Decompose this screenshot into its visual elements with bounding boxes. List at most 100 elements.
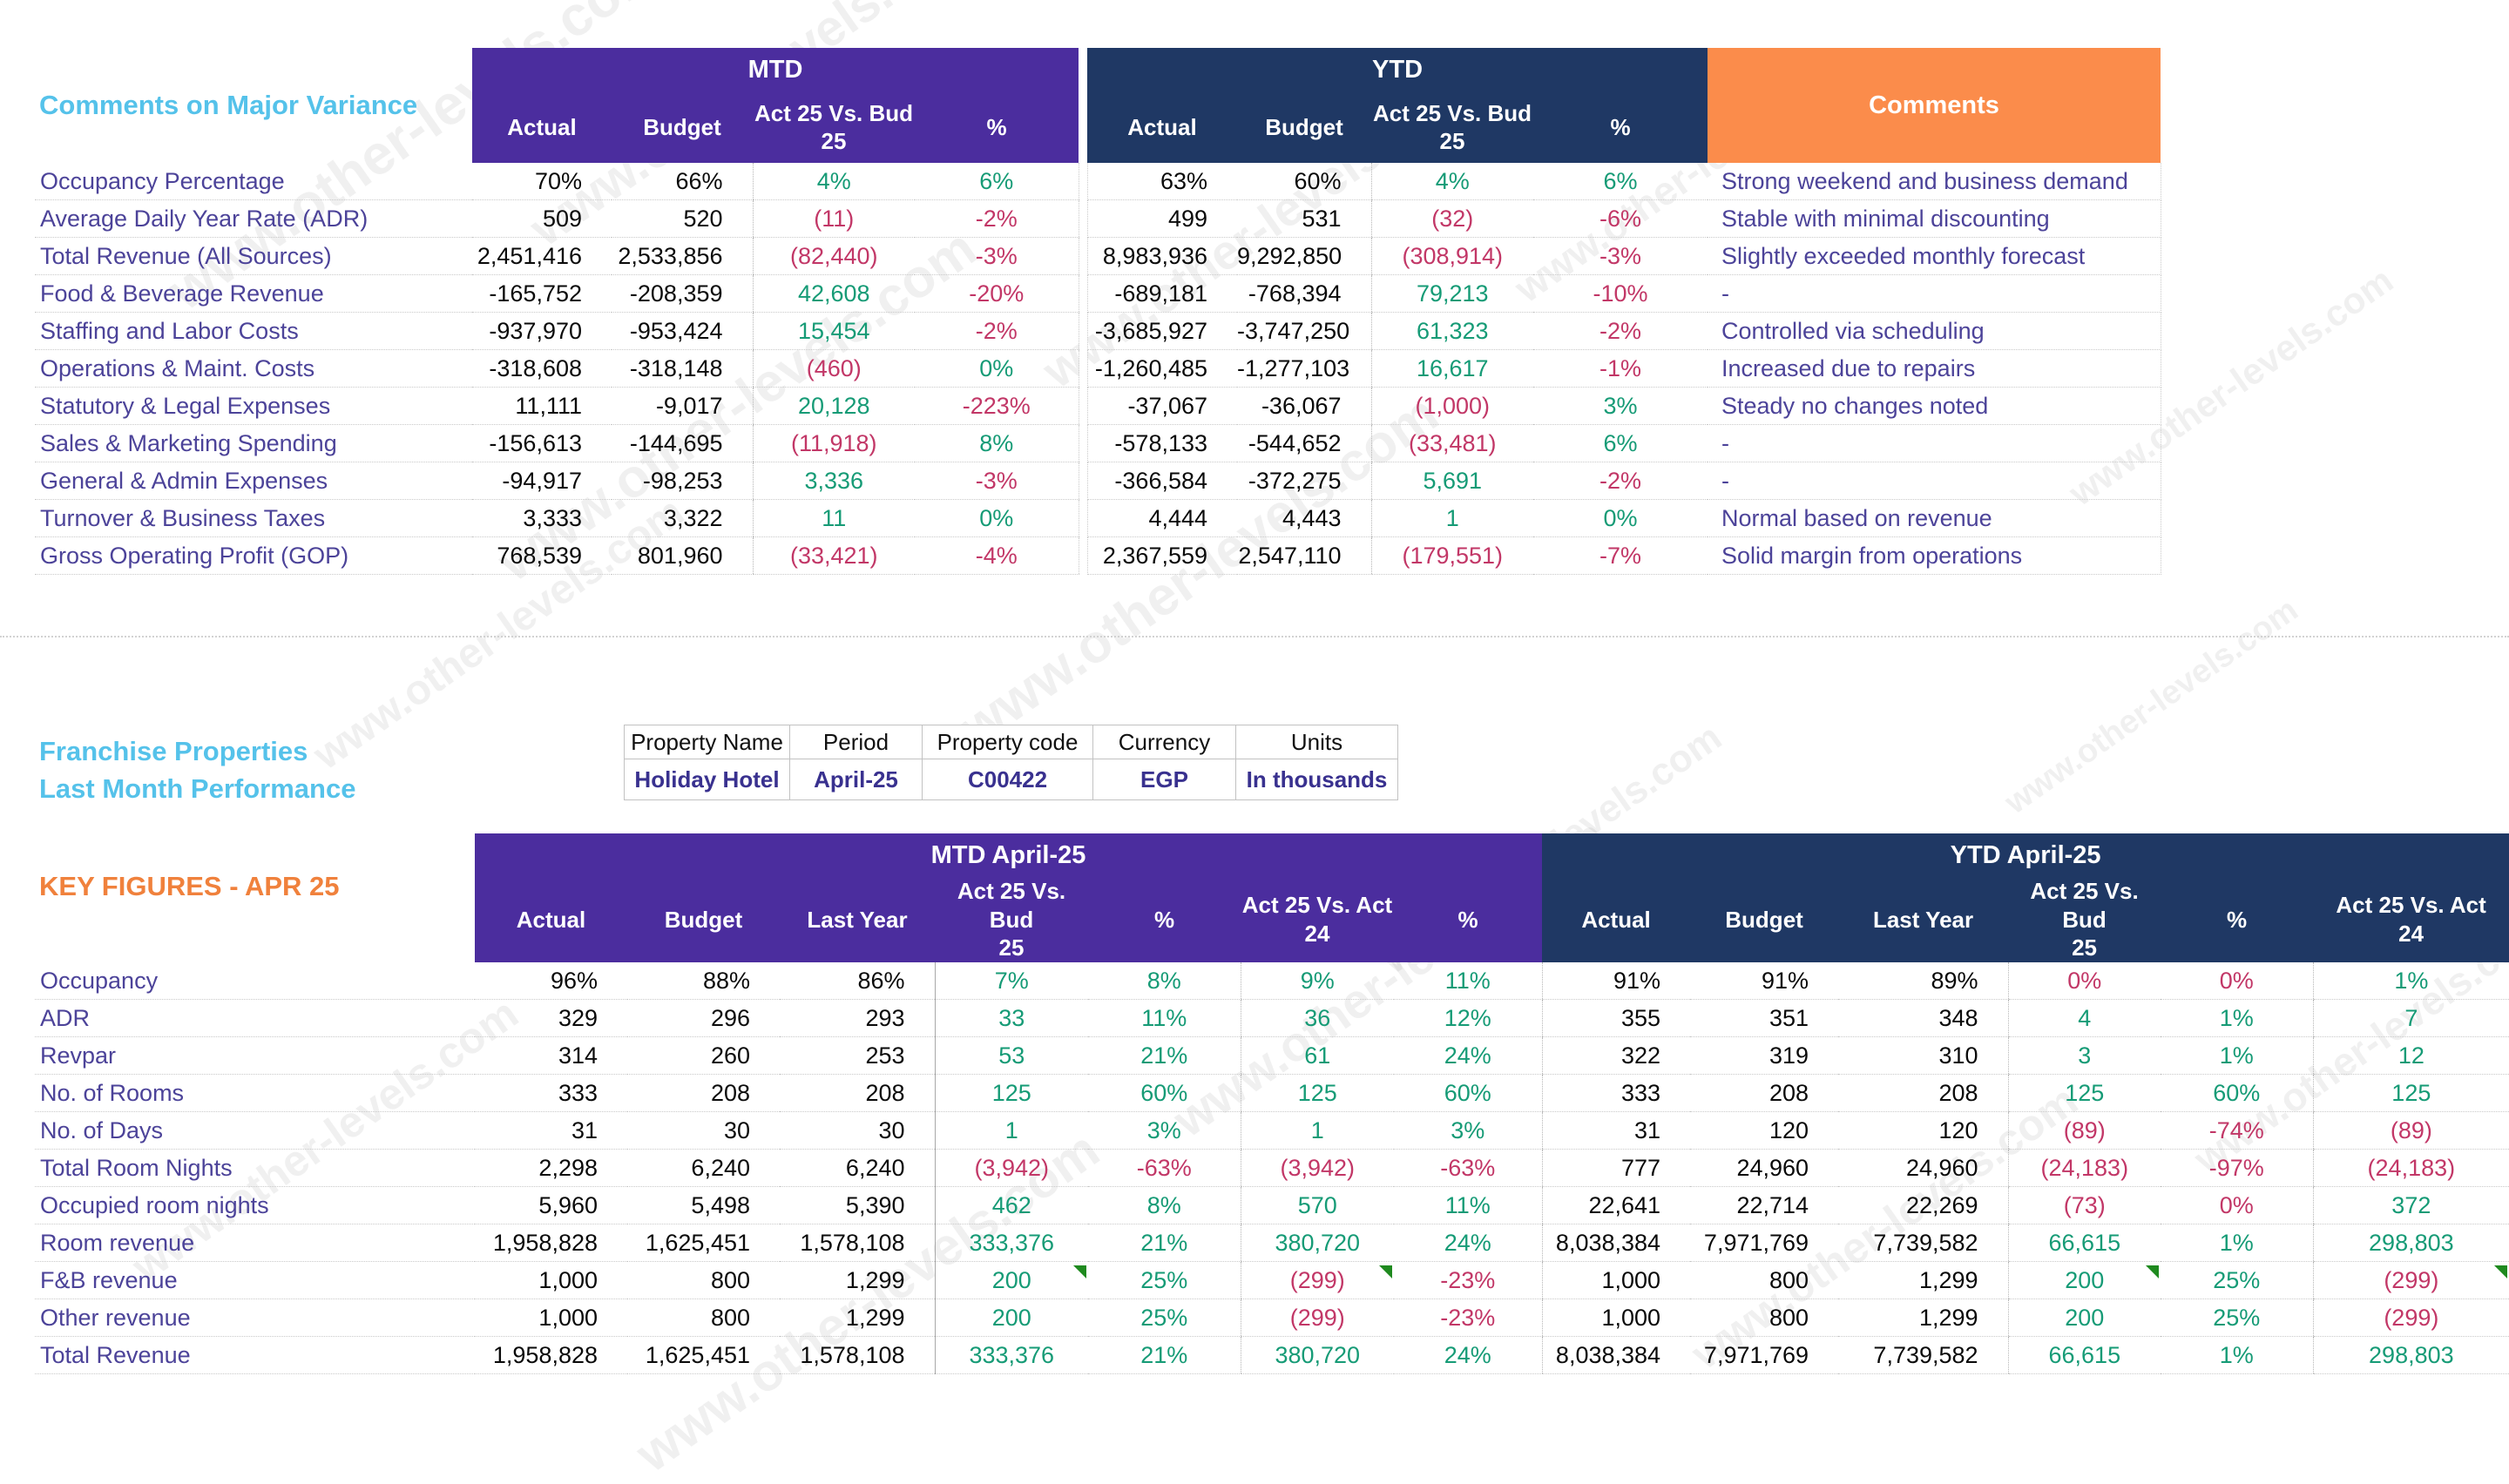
data-cell[interactable]: 3,333 bbox=[472, 499, 612, 537]
data-cell[interactable]: 208 bbox=[627, 1074, 780, 1112]
property-value-cell[interactable]: Holiday Hotel bbox=[624, 759, 790, 800]
data-cell[interactable]: 24% bbox=[1394, 1224, 1543, 1262]
row-label-cell[interactable]: Occupancy Percentage bbox=[35, 163, 472, 200]
data-cell[interactable]: 25% bbox=[1088, 1261, 1241, 1299]
property-header-cell[interactable]: Units bbox=[1235, 725, 1398, 759]
data-cell[interactable]: 462 bbox=[934, 1186, 1088, 1224]
data-cell[interactable]: 0% bbox=[1533, 499, 1708, 537]
data-cell[interactable]: 3,322 bbox=[612, 499, 753, 537]
property-value-cell[interactable]: EGP bbox=[1092, 759, 1236, 800]
data-cell[interactable]: -6% bbox=[1533, 199, 1708, 238]
data-cell[interactable]: 293 bbox=[780, 999, 935, 1037]
comments-group-header[interactable]: Comments bbox=[1708, 48, 2161, 163]
column-header-cell[interactable]: Act 25 Vs. Bud 25 bbox=[2008, 877, 2161, 962]
data-cell[interactable]: 89% bbox=[1838, 961, 2009, 1000]
data-cell[interactable]: 24,960 bbox=[1838, 1149, 2009, 1187]
ytd-group-header[interactable]: YTD April-25 bbox=[1542, 833, 2509, 877]
data-cell[interactable]: 125 bbox=[934, 1074, 1088, 1112]
data-cell[interactable]: 25% bbox=[1088, 1298, 1241, 1337]
data-cell[interactable]: 531 bbox=[1237, 199, 1372, 238]
column-header-cell[interactable]: Last Year bbox=[780, 877, 935, 962]
data-cell[interactable]: 8,983,936 bbox=[1087, 237, 1238, 275]
data-cell[interactable]: 3% bbox=[1533, 387, 1708, 425]
data-cell[interactable]: (33,421) bbox=[752, 536, 915, 575]
data-cell[interactable]: 66,615 bbox=[2007, 1336, 2161, 1374]
data-cell[interactable]: -23% bbox=[1394, 1261, 1543, 1299]
data-cell[interactable]: -7% bbox=[1533, 536, 1708, 575]
comment-cell[interactable]: Normal based on revenue bbox=[1708, 499, 2161, 537]
data-cell[interactable]: 333,376 bbox=[934, 1336, 1088, 1374]
data-cell[interactable]: 0% bbox=[2161, 1186, 2314, 1224]
data-cell[interactable]: (3,942) bbox=[1240, 1149, 1394, 1187]
data-cell[interactable]: 1% bbox=[2312, 961, 2509, 1000]
data-cell[interactable]: -3% bbox=[1533, 237, 1708, 275]
data-cell[interactable]: 800 bbox=[1690, 1298, 1839, 1337]
data-cell[interactable]: 1% bbox=[2161, 1036, 2314, 1075]
data-cell[interactable]: 31 bbox=[1541, 1111, 1691, 1150]
data-cell[interactable]: -74% bbox=[2161, 1111, 2314, 1150]
data-cell[interactable]: 520 bbox=[612, 199, 753, 238]
data-cell[interactable]: 333 bbox=[475, 1074, 627, 1112]
data-cell[interactable]: (299) bbox=[2312, 1261, 2509, 1299]
data-cell[interactable]: -2% bbox=[1533, 312, 1708, 350]
data-cell[interactable]: 4 bbox=[2007, 999, 2161, 1037]
data-cell[interactable]: -9,017 bbox=[612, 387, 753, 425]
property-header-cell[interactable]: Property Name bbox=[624, 725, 790, 759]
data-cell[interactable]: 4% bbox=[1370, 163, 1534, 200]
data-cell[interactable]: 6,240 bbox=[780, 1149, 935, 1187]
data-cell[interactable]: 9% bbox=[1240, 961, 1394, 1000]
data-cell[interactable]: 125 bbox=[2312, 1074, 2509, 1112]
comment-cell[interactable]: Slightly exceeded monthly forecast bbox=[1708, 237, 2161, 275]
column-header-cell[interactable]: % bbox=[915, 91, 1079, 163]
data-cell[interactable]: -20% bbox=[915, 274, 1079, 313]
data-cell[interactable]: -97% bbox=[2161, 1149, 2314, 1187]
data-cell[interactable]: 21% bbox=[1088, 1336, 1241, 1374]
data-cell[interactable]: 260 bbox=[627, 1036, 780, 1075]
row-label-cell[interactable]: Statutory & Legal Expenses bbox=[35, 387, 472, 425]
data-cell[interactable]: 1,625,451 bbox=[627, 1224, 780, 1262]
data-cell[interactable]: 7,971,769 bbox=[1690, 1336, 1839, 1374]
property-value-cell[interactable]: C00422 bbox=[922, 759, 1093, 800]
data-cell[interactable]: 60% bbox=[2161, 1074, 2314, 1112]
data-cell[interactable]: 200 bbox=[2007, 1261, 2161, 1299]
data-cell[interactable]: 22,714 bbox=[1690, 1186, 1839, 1224]
data-cell[interactable]: -144,695 bbox=[612, 424, 753, 462]
data-cell[interactable]: -3,685,927 bbox=[1087, 312, 1238, 350]
data-cell[interactable]: 60% bbox=[1088, 1074, 1241, 1112]
data-cell[interactable]: -318,148 bbox=[612, 349, 753, 388]
data-cell[interactable]: 61 bbox=[1240, 1036, 1394, 1075]
data-cell[interactable]: 88% bbox=[627, 961, 780, 1000]
data-cell[interactable]: -578,133 bbox=[1087, 424, 1238, 462]
row-label-cell[interactable]: Staffing and Labor Costs bbox=[35, 312, 472, 350]
data-cell[interactable]: 7,739,582 bbox=[1838, 1224, 2009, 1262]
data-cell[interactable]: 3 bbox=[2007, 1036, 2161, 1075]
data-cell[interactable]: 372 bbox=[2312, 1186, 2509, 1224]
data-cell[interactable]: 1,299 bbox=[1838, 1298, 2009, 1337]
data-cell[interactable]: (1,000) bbox=[1370, 387, 1534, 425]
data-cell[interactable]: (32) bbox=[1370, 199, 1534, 238]
data-cell[interactable]: 1,000 bbox=[475, 1298, 627, 1337]
column-header-cell[interactable]: Actual bbox=[1087, 91, 1238, 163]
data-cell[interactable]: 9,292,850 bbox=[1237, 237, 1372, 275]
data-cell[interactable]: 6% bbox=[915, 163, 1079, 200]
comment-cell[interactable]: Increased due to repairs bbox=[1708, 349, 2161, 388]
data-cell[interactable]: -165,752 bbox=[472, 274, 612, 313]
data-cell[interactable]: 24% bbox=[1394, 1336, 1543, 1374]
row-label-cell[interactable]: Sales & Marketing Spending bbox=[35, 424, 472, 462]
data-cell[interactable]: 3,336 bbox=[752, 462, 915, 500]
row-label-cell[interactable]: Gross Operating Profit (GOP) bbox=[35, 536, 472, 575]
data-cell[interactable]: 7,739,582 bbox=[1838, 1336, 2009, 1374]
data-cell[interactable]: 33 bbox=[934, 999, 1088, 1037]
data-cell[interactable]: (179,551) bbox=[1370, 536, 1534, 575]
data-cell[interactable]: 22,641 bbox=[1541, 1186, 1691, 1224]
data-cell[interactable]: 60% bbox=[1394, 1074, 1543, 1112]
data-cell[interactable]: 298,803 bbox=[2312, 1224, 2509, 1262]
data-cell[interactable]: 25% bbox=[2161, 1298, 2314, 1337]
data-cell[interactable]: 15,454 bbox=[752, 312, 915, 350]
data-cell[interactable]: 125 bbox=[1240, 1074, 1394, 1112]
property-value-cell[interactable]: In thousands bbox=[1235, 759, 1398, 800]
column-header-cell[interactable]: % bbox=[2161, 877, 2314, 962]
data-cell[interactable]: 66% bbox=[612, 163, 753, 200]
row-label-cell[interactable]: No. of Days bbox=[35, 1111, 475, 1150]
column-header-cell[interactable]: Act 25 Vs. Act 24 bbox=[2313, 877, 2509, 962]
